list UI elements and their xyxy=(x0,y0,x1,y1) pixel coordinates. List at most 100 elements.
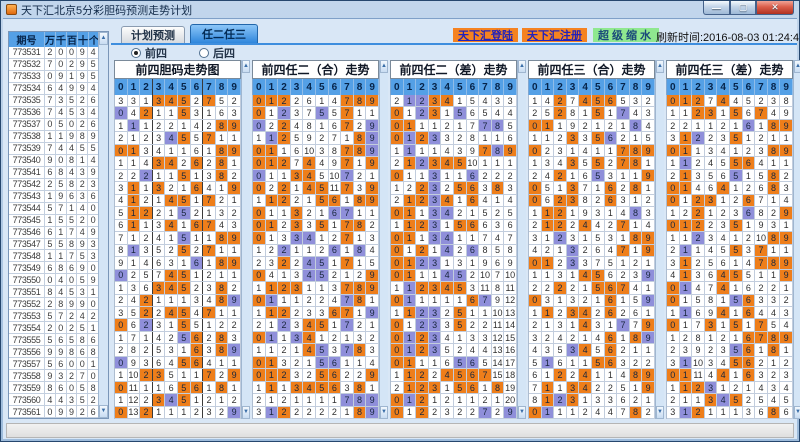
digit-cell: 9 xyxy=(77,82,89,94)
trend-cell: 8 xyxy=(629,232,643,244)
digit-cell: 0 xyxy=(55,58,67,70)
scroll-down-arrow[interactable]: ▼ xyxy=(99,405,108,418)
trend-cell: 1 xyxy=(253,194,266,207)
trend-cell: 5 xyxy=(177,107,191,119)
trend-cell: 1 xyxy=(190,169,204,182)
trend-cell: 1 xyxy=(416,119,429,132)
scroll-down-arrow[interactable]: ▼ xyxy=(794,406,800,419)
trend-cell: 3 xyxy=(453,144,467,157)
scroll-down-arrow[interactable]: ▼ xyxy=(518,406,526,419)
trend-cell: 6 xyxy=(780,406,793,419)
trend-cell: 3 xyxy=(717,132,730,144)
panel-scrollbar[interactable]: ▲ ▼ xyxy=(793,60,800,419)
trend-cell: 6 xyxy=(604,182,618,194)
panel-scrollbar[interactable]: ▲ ▼ xyxy=(379,60,388,419)
digit-cell: 7 xyxy=(66,250,78,262)
trend-cell: 8 xyxy=(767,232,781,244)
trend-cell: 8 xyxy=(215,331,229,344)
panel-title: 前四任二（差）走势 xyxy=(390,60,517,79)
trend-cell: 4 xyxy=(290,119,304,132)
trend-cell: 1 xyxy=(265,169,279,182)
scroll-up-arrow[interactable]: ▲ xyxy=(518,60,526,73)
trend-cell: 5 xyxy=(453,282,467,294)
trend-cell: 7 xyxy=(466,119,480,132)
trend-cell: 7 xyxy=(152,269,166,282)
scroll-down-arrow[interactable]: ▼ xyxy=(242,406,250,419)
trend-cell: 10 xyxy=(692,356,705,369)
trend-cell: 9 xyxy=(780,144,793,157)
trend-cell: 2 xyxy=(428,406,442,419)
trend-cell: 4 xyxy=(165,269,178,282)
trend-cell: 4 xyxy=(328,95,342,107)
digit-header-cell: 1 xyxy=(680,79,693,95)
trend-cell: 6 xyxy=(328,207,342,219)
table-row: 773533 0 9 1 9 5 xyxy=(9,70,99,83)
trend-cell: 7 xyxy=(479,294,492,306)
trend-cell: 4 xyxy=(554,331,567,344)
trend-cell: 1 xyxy=(566,207,580,219)
trend-cell: 0 xyxy=(253,119,266,132)
trend-cell: 2 xyxy=(780,294,793,306)
maximize-button[interactable]: ▢ xyxy=(730,1,756,15)
trend-cell: 7 xyxy=(203,306,216,319)
scroll-up-arrow[interactable]: ▲ xyxy=(99,32,108,45)
minimize-button[interactable]: — xyxy=(703,1,730,15)
scroll-up-arrow[interactable]: ▲ xyxy=(656,60,664,73)
trend-cell: 1 xyxy=(203,107,216,119)
trend-cell: 2 xyxy=(140,232,153,244)
trend-cell: 0 xyxy=(253,169,266,182)
scroll-up-arrow[interactable]: ▲ xyxy=(794,60,800,73)
trend-cell: 8 xyxy=(353,144,367,157)
trend-cell: 2 xyxy=(416,369,429,381)
radio-front-four[interactable]: 前四 xyxy=(131,45,167,61)
shrink-tool-link[interactable]: 超级缩水 xyxy=(593,28,659,42)
trend-cell: 1 xyxy=(127,194,141,207)
trend-cell: 8 xyxy=(767,331,781,344)
tab-ren2-ren3[interactable]: 任二任三 xyxy=(190,24,258,43)
trend-cell: 5 xyxy=(591,356,605,369)
trend-cell: 1 xyxy=(491,132,505,144)
scroll-down-arrow[interactable]: ▼ xyxy=(380,406,388,419)
digit-cell: 5 xyxy=(66,214,78,226)
trend-cell: 7 xyxy=(341,282,354,294)
trend-cell: 1 xyxy=(341,356,354,369)
trend-panel-grid: 前四任二（合）走势 0 1 2 3 4 5 6 7 8 9 0 1 2 2 6 1 4 7 8 9 0 1 2 3 7 5 5 7 1 1 0… xyxy=(252,60,379,420)
trend-cell: 2 xyxy=(617,132,630,144)
register-link[interactable]: 天下汇注册 xyxy=(522,28,587,42)
trend-cell: 7 xyxy=(704,282,718,294)
trend-cell: 0 xyxy=(391,356,404,369)
trend-cell: 1 xyxy=(642,157,655,169)
login-link[interactable]: 天下汇登陆 xyxy=(453,28,518,42)
trend-cell: 1 xyxy=(428,294,442,306)
panel-scrollbar[interactable]: ▲ ▼ xyxy=(241,60,250,419)
trend-cell: 3 xyxy=(566,244,580,257)
trend-cell: 2 xyxy=(290,356,304,369)
scroll-down-arrow[interactable]: ▼ xyxy=(656,406,664,419)
panel-scrollbar[interactable]: ▲ ▼ xyxy=(655,60,664,419)
trend-row: 0 2 2 1 4 5 11 7 3 9 xyxy=(253,182,379,195)
trend-cell: 1 xyxy=(341,194,354,207)
trend-cell: 8 xyxy=(755,207,768,219)
tab-plan-forecast[interactable]: 计划预测 xyxy=(121,26,185,43)
scroll-up-arrow[interactable]: ▲ xyxy=(380,60,388,73)
trend-cell: 1 xyxy=(403,306,417,319)
trend-cell: 4 xyxy=(479,194,492,207)
close-button[interactable]: ✕ xyxy=(756,1,794,15)
panel-scrollbar[interactable]: ▲ ▼ xyxy=(517,60,526,419)
scroll-up-arrow[interactable]: ▲ xyxy=(242,60,250,73)
trend-cell: 2 xyxy=(780,356,793,369)
table-scrollbar[interactable]: ▲ ▼ xyxy=(98,32,108,418)
trend-cell: 1 xyxy=(642,344,655,356)
radio-back-four[interactable]: 后四 xyxy=(199,45,235,61)
trend-cell: 5 xyxy=(729,394,743,406)
trend-cell: 3 xyxy=(290,207,304,219)
trend-cell: 7 xyxy=(341,182,354,194)
trend-cell: 8 xyxy=(127,344,141,356)
